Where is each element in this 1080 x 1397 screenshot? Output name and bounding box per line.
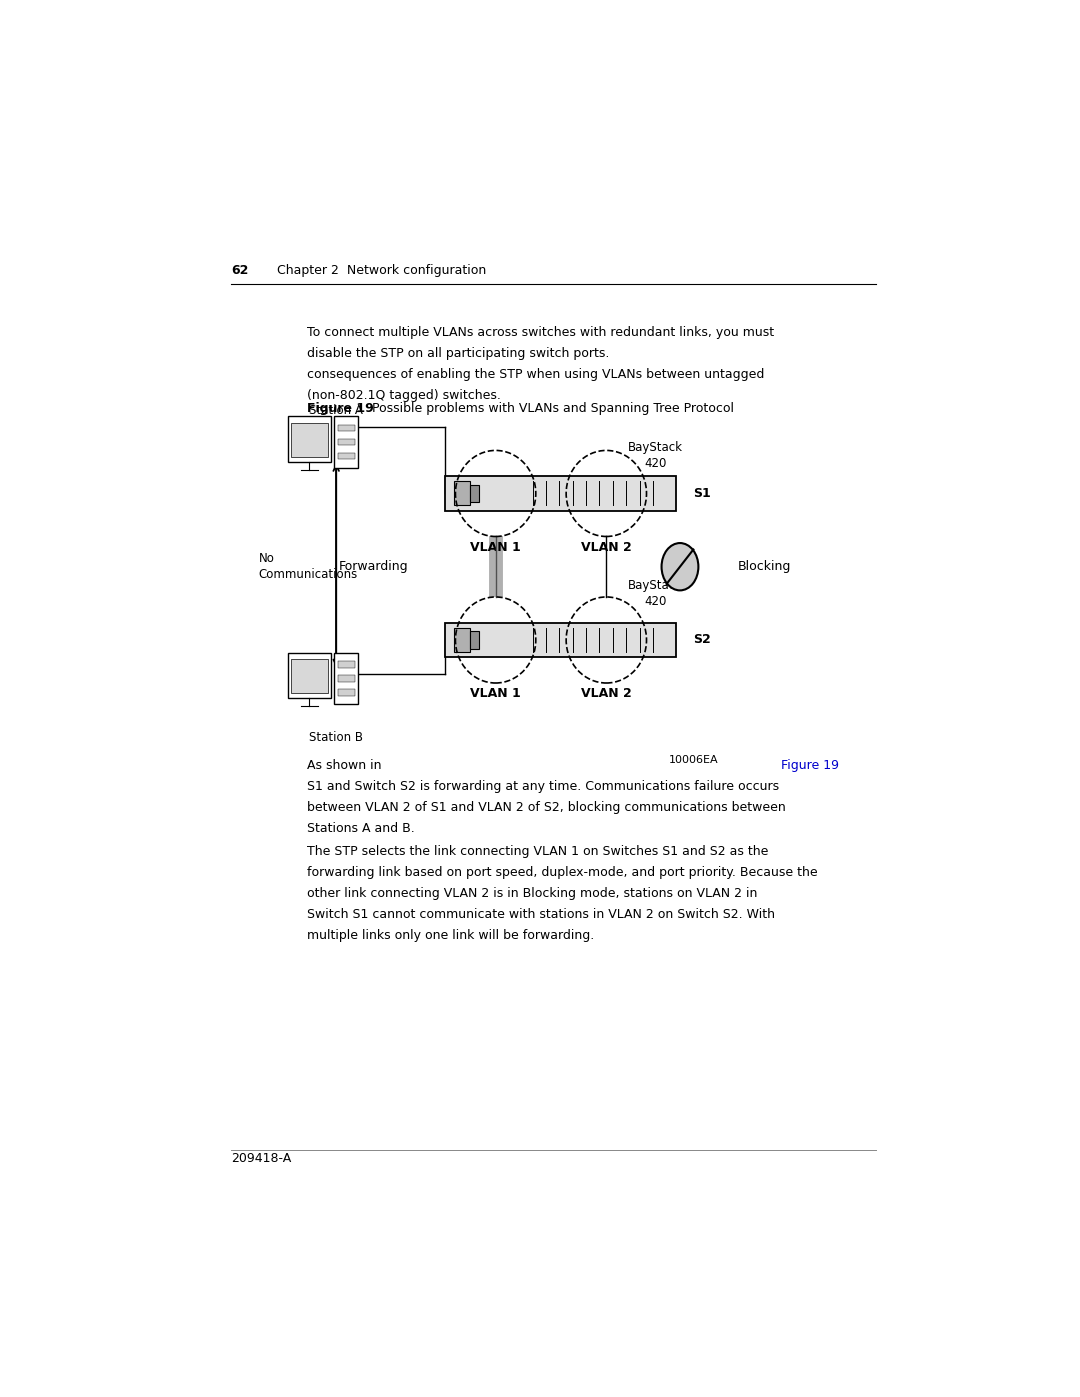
Bar	[338, 689, 354, 696]
Bar	[445, 623, 675, 657]
Text: 62: 62	[231, 264, 248, 278]
Text: VLAN 2: VLAN 2	[581, 687, 632, 700]
Text: (non-802.1Q tagged) switches.: (non-802.1Q tagged) switches.	[307, 388, 500, 402]
Text: BayStack
420: BayStack 420	[629, 441, 683, 471]
Text: No
Communications: No Communications	[258, 552, 357, 581]
Text: Station B: Station B	[309, 731, 363, 745]
Bar	[291, 423, 328, 457]
Text: between VLAN 2 of S1 and VLAN 2 of S2, blocking communications between: between VLAN 2 of S1 and VLAN 2 of S2, b…	[307, 802, 785, 814]
Text: consequences of enabling the STP when using VLANs between untagged: consequences of enabling the STP when us…	[307, 367, 764, 381]
Bar	[338, 425, 354, 432]
Text: Switch S1 cannot communicate with stations in VLAN 2 on Switch S2. With: Switch S1 cannot communicate with statio…	[307, 908, 774, 921]
Bar	[454, 627, 470, 652]
Bar	[287, 652, 332, 697]
Text: Station A: Station A	[309, 404, 363, 418]
Text: To connect multiple VLANs across switches with redundant links, you must: To connect multiple VLANs across switche…	[307, 326, 773, 338]
Bar	[445, 476, 675, 511]
Bar	[470, 485, 480, 502]
Bar	[335, 416, 357, 468]
Bar	[338, 439, 354, 446]
Text: Figure 19: Figure 19	[781, 760, 839, 773]
Circle shape	[662, 543, 699, 591]
Text: disable the STP on all participating switch ports.: disable the STP on all participating swi…	[307, 346, 613, 360]
Bar	[454, 482, 470, 506]
Bar	[338, 675, 354, 682]
Text: 10006EA: 10006EA	[669, 756, 718, 766]
Text: Stations A and B.: Stations A and B.	[307, 823, 415, 835]
Text: S1: S1	[693, 488, 711, 500]
Bar	[338, 661, 354, 668]
Text: VLAN 1: VLAN 1	[470, 541, 521, 553]
Text: S2: S2	[693, 633, 711, 647]
Text: other link connecting VLAN 2 is in Blocking mode, stations on VLAN 2 in: other link connecting VLAN 2 is in Block…	[307, 887, 757, 900]
Text: VLAN 2: VLAN 2	[581, 541, 632, 553]
Text: S1 and Switch S2 is forwarding at any time. Communications failure occurs: S1 and Switch S2 is forwarding at any ti…	[307, 781, 779, 793]
Bar	[287, 416, 332, 461]
Text: Chapter 2  Network configuration: Chapter 2 Network configuration	[278, 264, 486, 278]
Bar	[335, 652, 357, 704]
Text: Forwarding: Forwarding	[339, 560, 408, 573]
Text: Possible problems with VLANs and Spanning Tree Protocol: Possible problems with VLANs and Spannin…	[372, 402, 734, 415]
Text: multiple links only one link will be forwarding.: multiple links only one link will be for…	[307, 929, 594, 942]
Text: As shown in: As shown in	[307, 760, 386, 773]
Text: The STP selects the link connecting VLAN 1 on Switches S1 and S2 as the: The STP selects the link connecting VLAN…	[307, 845, 768, 858]
Bar	[338, 453, 354, 460]
Bar	[291, 659, 328, 693]
Text: forwarding link based on port speed, duplex-mode, and port priority. Because the: forwarding link based on port speed, dup…	[307, 866, 818, 879]
Text: BayStack
420: BayStack 420	[629, 578, 683, 608]
Text: Figure 19: Figure 19	[307, 402, 374, 415]
Bar	[470, 631, 480, 648]
Text: VLAN 1: VLAN 1	[470, 687, 521, 700]
Text: 209418-A: 209418-A	[231, 1151, 292, 1165]
Text: Blocking: Blocking	[738, 560, 791, 573]
